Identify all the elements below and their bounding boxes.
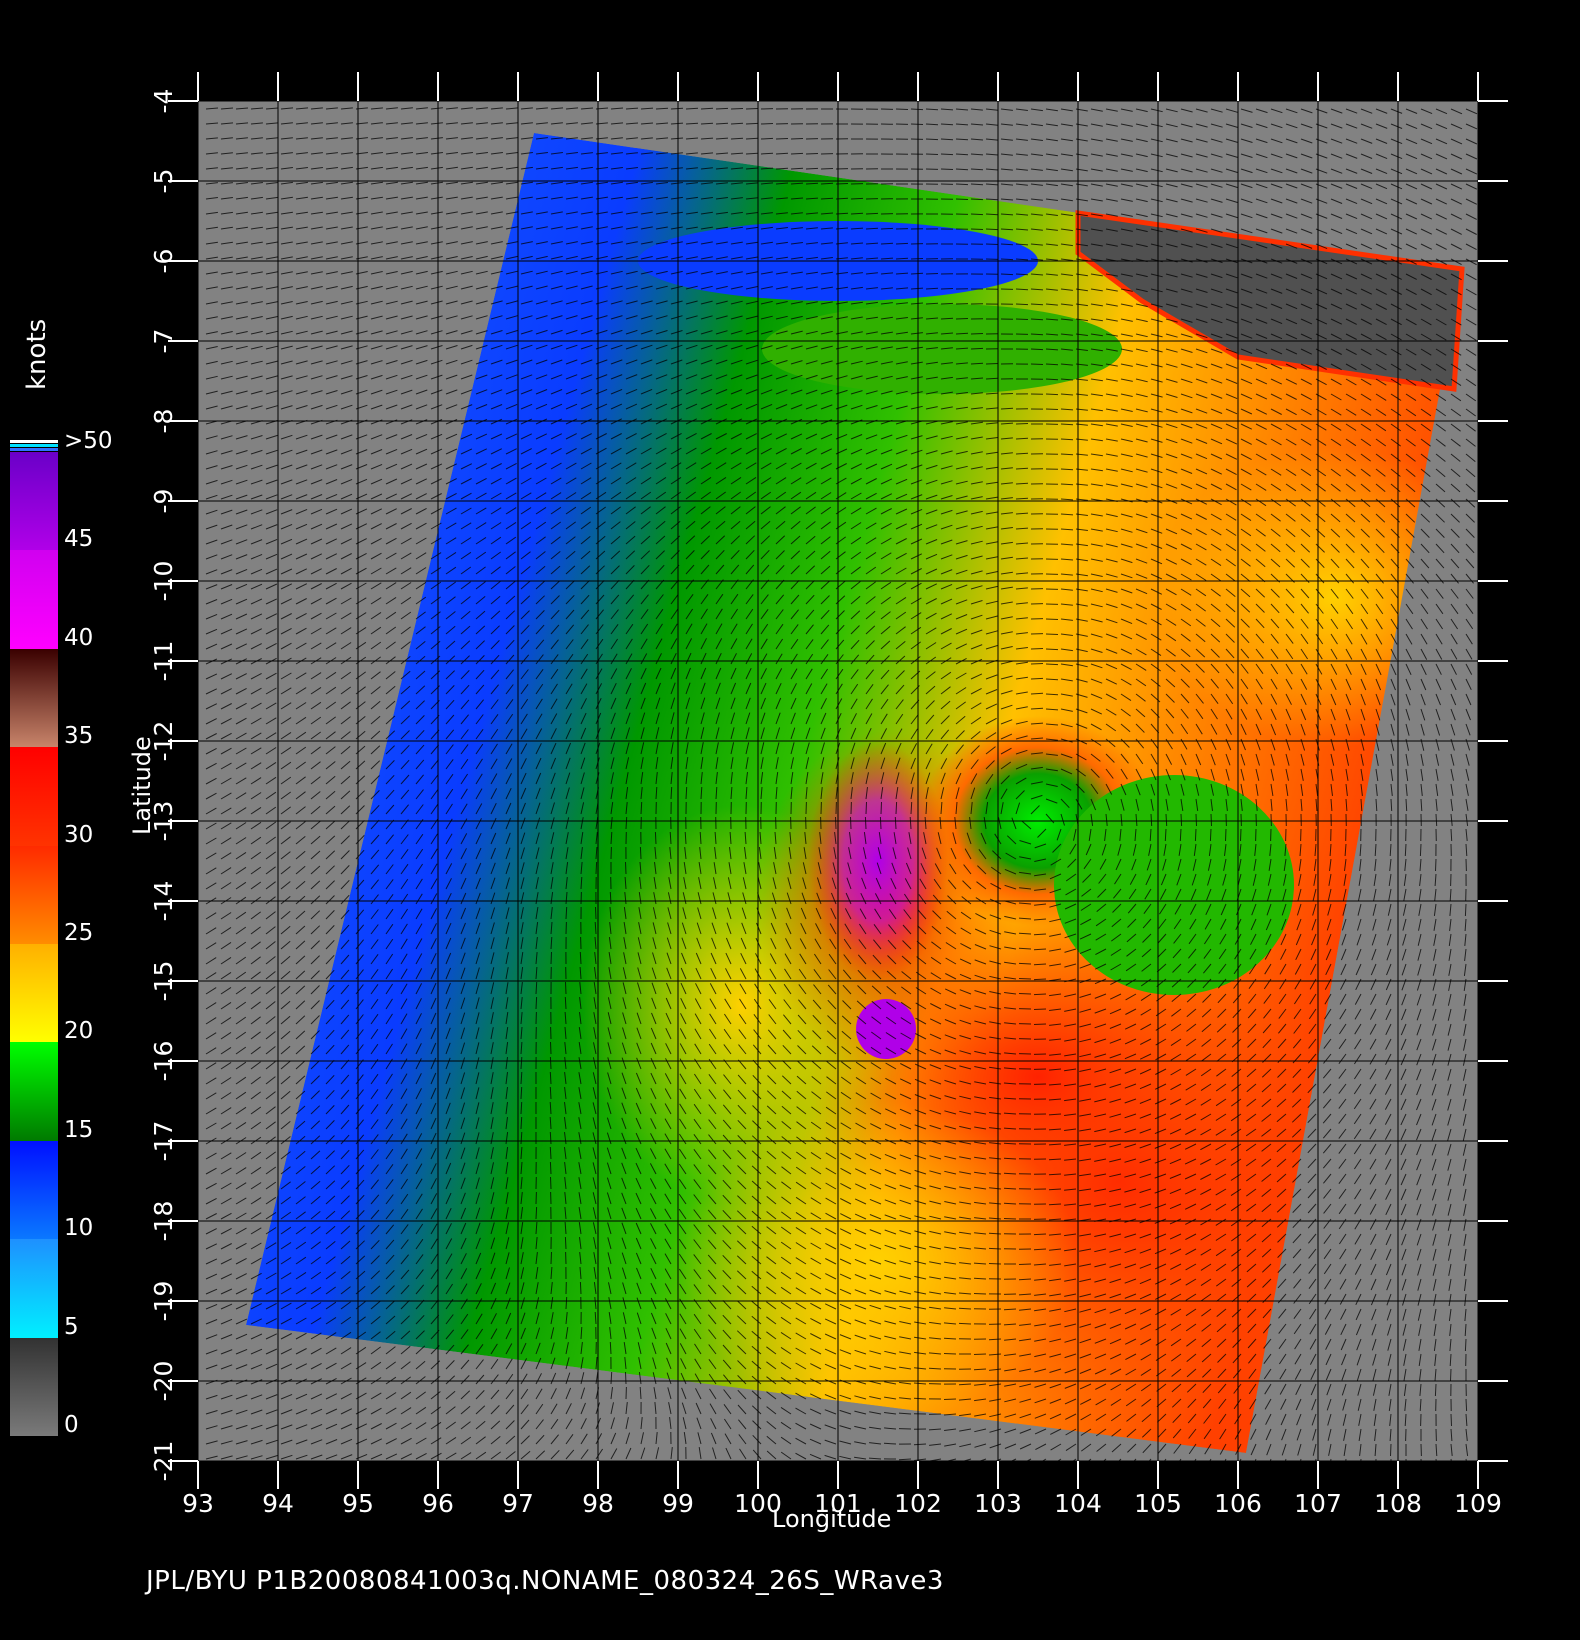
colorbar-tick-label: 15 [64,1116,94,1143]
colorbar-segment [10,944,58,1043]
colorbar-segment [10,1140,58,1240]
y-tick-label: -8 [149,409,178,434]
colorbar-segment [10,1042,58,1141]
y-tick-label: -19 [149,1281,178,1322]
colorbar-tick-label: 45 [64,526,94,553]
wind-speed-colorbar [10,440,58,1436]
wind-vector-field [205,107,1478,1472]
colorbar-tick-label: 10 [64,1215,94,1242]
axis-ticks [168,72,1508,1489]
colorbar-tick-label: 20 [64,1018,94,1045]
y-tick-labels: -4 -5 -6 -7 -8 -9 -10 -11 -12 -13 -14 -15 -16 -17 -18 -… [149,89,178,1482]
x-axis-label: Longitude [772,1505,892,1533]
x-tick-label: 103 [974,1489,1022,1518]
y-tick-label: -9 [149,489,178,514]
y-tick-label: -7 [149,329,178,354]
x-tick-label: 95 [342,1489,374,1518]
colorbar-tick-label: 25 [64,920,94,946]
x-tick-label: 105 [1134,1489,1182,1518]
y-tick-label: -16 [149,1041,178,1082]
colorbar-tick-label: 0 [64,1412,79,1438]
x-tick-label: 108 [1374,1489,1422,1518]
colorbar-segment [10,550,58,649]
x-tick-label: 94 [262,1489,294,1518]
colorbar-tick-label: >50 [64,428,113,454]
x-tick-label: 101 [814,1489,862,1518]
max-wind-patch [856,999,916,1059]
colorbar-tick-label: 40 [64,624,94,651]
wind-vectors [205,107,1478,1472]
x-tick-label: 102 [894,1489,942,1518]
y-tick-label: -20 [149,1361,178,1402]
lat-lon-grid [197,100,1479,1462]
colorbar-tick-label: 5 [64,1313,79,1340]
x-tick-label: 106 [1214,1489,1262,1518]
y-tick-label: -15 [149,961,178,1002]
x-tick-label: 99 [662,1489,694,1518]
x-tick-label: 100 [734,1489,782,1518]
x-tick-label: 104 [1054,1489,1102,1518]
colorbar-tick-label: 30 [64,821,94,848]
y-axis-label: Latitude [128,736,156,835]
y-tick-label: -13 [149,801,178,842]
y-tick-label: -4 [149,89,178,114]
colorbar-segment [10,452,58,551]
y-tick-label: -21 [149,1441,178,1482]
colorbar-overflow-band [10,448,58,451]
y-tick-label: -12 [149,721,178,762]
product-caption: JPL/BYU P1B20080841003q.NONAME_080324_26… [146,1566,944,1596]
colorbar-segment [10,1337,58,1436]
y-tick-label: -17 [149,1121,178,1162]
y-tick-label: -18 [149,1201,178,1242]
colorbar-segment [10,845,58,944]
x-tick-labels: 93 94 95 96 97 98 99 100 101 102 103 104 105 106 107 10… [182,1489,1502,1518]
colorbar-overflow-band [10,440,58,443]
x-tick-label: 98 [582,1489,614,1518]
colorbar-tick-label: 35 [64,723,94,750]
y-tick-label: -14 [149,881,178,922]
colorbar-segment [10,747,58,846]
y-tick-label: -10 [149,561,178,602]
y-tick-label: -11 [149,641,178,682]
max-wind-core [808,741,948,981]
y-tick-label: -5 [149,169,178,194]
low-wind-area [1054,775,1294,995]
y-tick-label: -6 [149,249,178,274]
x-tick-label: 97 [502,1489,534,1518]
colorbar-segment [10,1239,58,1338]
colorbar-segment [10,648,58,748]
x-tick-label: 107 [1294,1489,1342,1518]
x-tick-label: 109 [1454,1489,1502,1518]
x-tick-label: 93 [182,1489,214,1518]
colorbar-overflow-band [10,444,58,447]
x-tick-label: 96 [422,1489,454,1518]
